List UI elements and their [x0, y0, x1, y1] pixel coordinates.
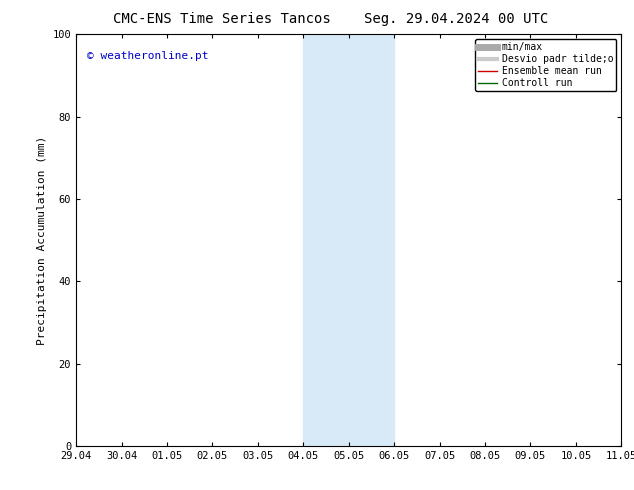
Bar	[303, 34, 394, 446]
Text: © weatheronline.pt: © weatheronline.pt	[87, 51, 209, 61]
Legend: min/max, Desvio padr tilde;o, Ensemble mean run, Controll run: min/max, Desvio padr tilde;o, Ensemble m…	[475, 39, 616, 91]
Text: Seg. 29.04.2024 00 UTC: Seg. 29.04.2024 00 UTC	[365, 12, 548, 26]
Text: CMC-ENS Time Series Tancos: CMC-ENS Time Series Tancos	[113, 12, 331, 26]
Y-axis label: Precipitation Accumulation (mm): Precipitation Accumulation (mm)	[37, 135, 47, 345]
